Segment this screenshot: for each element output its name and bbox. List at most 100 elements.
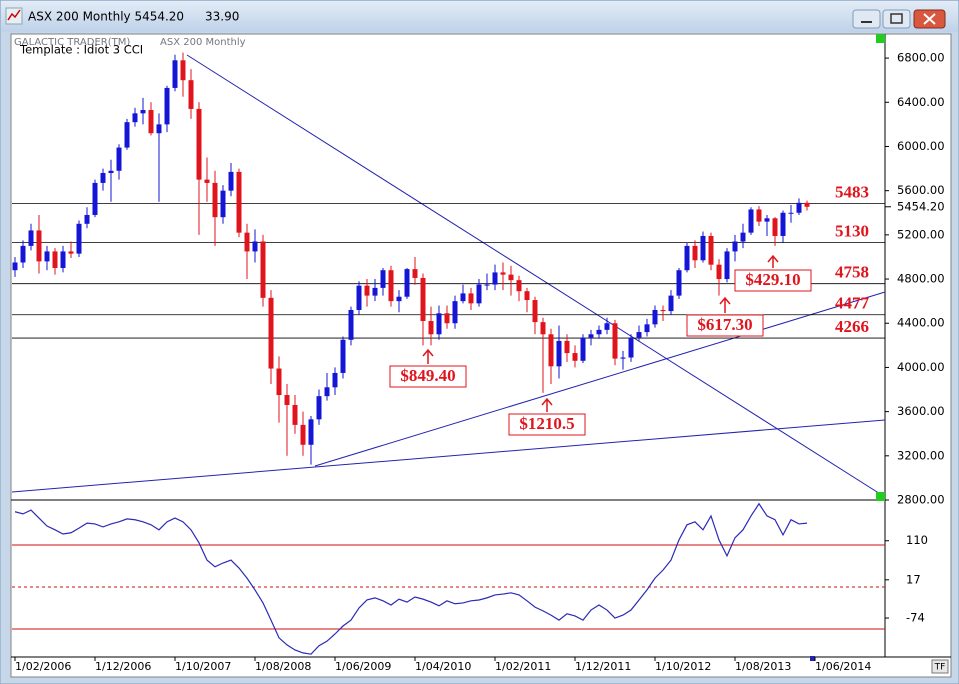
annotation-label: $1210.5 xyxy=(519,414,574,433)
candle-body xyxy=(124,122,130,148)
level-label: 4266 xyxy=(835,317,869,336)
candle-body xyxy=(484,284,490,286)
candle-body xyxy=(428,321,434,335)
candle-body xyxy=(220,190,226,218)
candle-body xyxy=(212,182,218,218)
cci-line xyxy=(14,502,808,655)
restore-glyph xyxy=(890,13,903,24)
candle-body xyxy=(460,293,466,302)
candle-body xyxy=(348,309,354,340)
candle-body xyxy=(476,284,482,304)
candle-body xyxy=(20,245,26,263)
candle-body xyxy=(340,339,346,373)
candle-body xyxy=(764,218,770,222)
annotation-arrow xyxy=(767,254,779,268)
y-tick-label: 4800.00 xyxy=(897,272,945,286)
candle-body xyxy=(596,329,602,335)
restore-button[interactable] xyxy=(882,9,911,29)
candle-body xyxy=(548,334,554,367)
trend-lines xyxy=(11,54,886,498)
y-tick-label: 5600.00 xyxy=(897,183,945,197)
annotation-arrow xyxy=(719,296,731,313)
tf-button[interactable] xyxy=(931,659,949,674)
candle-body xyxy=(412,269,418,278)
candle-body xyxy=(524,291,530,301)
candle-body xyxy=(116,147,122,171)
candle-body xyxy=(436,313,442,335)
candle-body xyxy=(180,60,186,81)
candle-body xyxy=(172,60,178,88)
candle-body xyxy=(732,241,738,252)
candle-body xyxy=(228,171,234,191)
candle-body xyxy=(156,124,162,134)
x-tick-label: 1/06/2014 xyxy=(815,660,871,673)
candle-body xyxy=(140,110,146,114)
annotation-box xyxy=(508,413,586,436)
candle-body xyxy=(284,395,290,405)
candle-body xyxy=(148,110,154,134)
y-tick-label: 6400.00 xyxy=(897,95,945,109)
candle-body xyxy=(780,212,786,236)
candle-body xyxy=(364,285,370,296)
candle-body xyxy=(420,277,426,322)
minimize-button[interactable] xyxy=(852,9,881,29)
window-buttons xyxy=(852,9,946,29)
close-glyph xyxy=(923,13,936,25)
title-bar xyxy=(1,1,958,32)
trend-line xyxy=(11,419,886,493)
candle-body xyxy=(244,232,250,252)
cursor-marker xyxy=(810,656,815,661)
candle-body xyxy=(604,323,610,330)
chart-title: ASX 200 Monthly xyxy=(160,37,246,48)
source-label: GALACTIC TRADER(TM) xyxy=(14,37,130,48)
candle-body xyxy=(44,251,50,262)
annotation-box xyxy=(389,365,467,388)
level-label: 5483 xyxy=(835,182,869,201)
x-tick-label: 1/10/2012 xyxy=(655,660,711,673)
candle-body xyxy=(724,251,730,280)
candle-body xyxy=(540,322,546,335)
x-tick-label: 1/04/2010 xyxy=(415,660,471,673)
candle-body xyxy=(708,235,714,265)
candle-body xyxy=(332,372,338,388)
candle-body xyxy=(252,241,258,252)
x-tick-label: 1/08/2008 xyxy=(255,660,311,673)
candle-body xyxy=(52,251,58,268)
candle-body xyxy=(260,241,266,298)
candle-body xyxy=(68,251,74,254)
candle-body xyxy=(76,223,82,254)
candle-body xyxy=(268,297,274,369)
y-tick-label: 4400.00 xyxy=(897,316,945,330)
candle-body xyxy=(12,262,18,271)
candle-body xyxy=(60,251,66,268)
y-tick-label: 4000.00 xyxy=(897,360,945,374)
candle-body xyxy=(748,209,754,233)
candle-body xyxy=(188,80,194,109)
candle-body xyxy=(684,245,690,271)
candle-body xyxy=(740,232,746,242)
candle-body xyxy=(556,340,562,367)
candle-body xyxy=(468,293,474,304)
y-tick-label: 6000.00 xyxy=(897,139,945,153)
candle-body xyxy=(276,368,282,396)
candle-body xyxy=(316,396,322,420)
level-label: 4758 xyxy=(835,263,869,282)
candle-body xyxy=(516,280,522,292)
price-label: 5454.20 xyxy=(897,199,945,213)
candle-body xyxy=(108,170,114,173)
candle-body xyxy=(804,202,810,207)
candle-body xyxy=(532,300,538,323)
candle-body xyxy=(620,357,626,359)
candle-body xyxy=(772,218,778,236)
x-tick-label: 1/08/2013 xyxy=(735,660,791,673)
y-tick-label: 5200.00 xyxy=(897,227,945,241)
candle-body xyxy=(668,295,674,312)
candle-body xyxy=(588,334,594,338)
annotation-box xyxy=(734,269,812,292)
candle-body xyxy=(636,332,642,338)
candle-body xyxy=(716,264,722,280)
candle-body xyxy=(28,230,34,246)
annotation-label: $429.10 xyxy=(745,270,800,289)
candle-body xyxy=(84,214,90,224)
